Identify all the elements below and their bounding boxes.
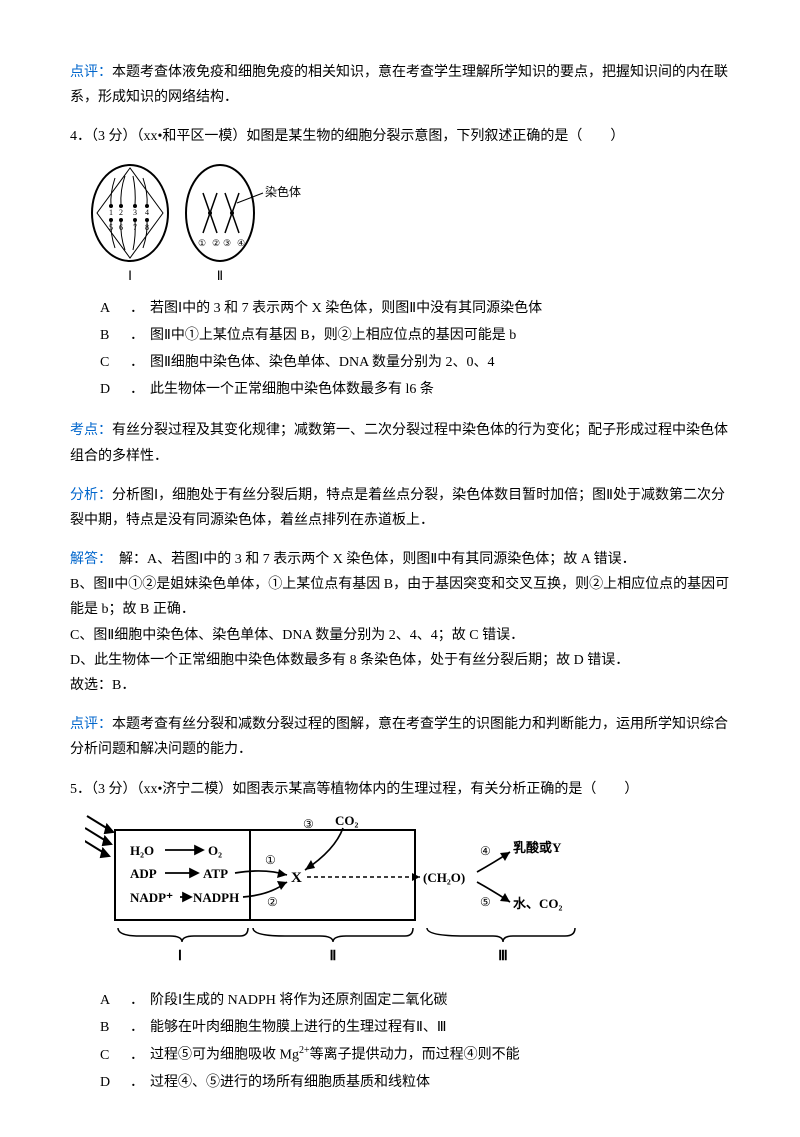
cell-division-svg: 1 2 3 4 5 6 7 8 Ⅰ ① ② ③ ④ 染色体 Ⅱ <box>85 158 325 288</box>
svg-text:NADP⁺: NADP⁺ <box>130 890 173 905</box>
svg-text:CO₂: CO₂ <box>335 813 359 828</box>
q5-opt-c: C．过程⑤可为细胞吸收 Mg2+等离子提供动力，而过程④则不能 <box>100 1042 730 1068</box>
svg-text:③: ③ <box>223 238 231 248</box>
svg-text:8: 8 <box>145 223 149 232</box>
svg-text:6: 6 <box>119 223 123 232</box>
physiology-svg: H₂O O₂ ADP ATP NADP⁺ NADPH CO₂ ③ ① ② X (… <box>85 810 585 980</box>
svg-text:NADPH: NADPH <box>193 890 239 905</box>
review-label: 点评： <box>70 65 112 80</box>
svg-text:染色体: 染色体 <box>265 184 301 199</box>
svg-text:Ⅰ: Ⅰ <box>178 949 182 964</box>
svg-text:3: 3 <box>133 208 137 217</box>
q4-answer: 解答： 解：A、若图Ⅰ中的 3 和 7 表示两个 X 染色体，则图Ⅱ中有其同源染… <box>70 547 730 698</box>
svg-text:水、CO₂: 水、CO₂ <box>513 896 563 911</box>
svg-text:②: ② <box>267 895 278 909</box>
q5-figure: H₂O O₂ ADP ATP NADP⁺ NADPH CO₂ ③ ① ② X (… <box>85 810 730 980</box>
svg-text:2: 2 <box>119 208 123 217</box>
q4-opt-c: C．图Ⅱ细胞中染色体、染色单体、DNA 数量分别为 2、0、4 <box>100 350 730 375</box>
svg-text:X: X <box>291 870 302 886</box>
svg-text:Ⅱ: Ⅱ <box>330 949 337 964</box>
svg-text:①: ① <box>198 238 206 248</box>
svg-text:5: 5 <box>109 223 113 232</box>
svg-text:④: ④ <box>480 844 491 858</box>
q4-options: A．若图Ⅰ中的 3 和 7 表示两个 X 染色体，则图Ⅱ中没有其同源染色体 B．… <box>100 296 730 403</box>
q4-point: 考点：有丝分裂过程及其变化规律；减数第一、二次分裂过程中染色体的行为变化；配子形… <box>70 418 730 468</box>
q5-heading: 5．（3 分）（xx•济宁二模）如图表示某高等植物体内的生理过程，有关分析正确的… <box>70 777 730 802</box>
svg-text:(CH₂O): (CH₂O) <box>423 870 465 885</box>
svg-text:Ⅱ: Ⅱ <box>217 268 223 283</box>
q4-heading: 4．（3 分）（xx•和平区一模）如图是某生物的细胞分裂示意图，下列叙述正确的是… <box>70 124 730 149</box>
svg-text:4: 4 <box>145 208 149 217</box>
svg-text:①: ① <box>265 853 276 867</box>
q5-options: A．阶段Ⅰ生成的 NADPH 将作为还原剂固定二氧化碳 B．能够在叶肉细胞生物膜… <box>100 988 730 1095</box>
svg-text:②: ② <box>212 238 220 248</box>
q5-opt-d: D．过程④、⑤进行的场所有细胞质基质和线粒体 <box>100 1070 730 1095</box>
svg-text:③: ③ <box>303 817 314 831</box>
svg-text:ATP: ATP <box>203 866 228 881</box>
svg-text:H₂O: H₂O <box>130 843 154 858</box>
svg-text:⑤: ⑤ <box>480 895 491 909</box>
review-block: 点评：本题考查体液免疫和细胞免疫的相关知识，意在考查学生理解所学知识的要点，把握… <box>70 60 730 110</box>
svg-text:ADP: ADP <box>130 866 157 881</box>
svg-text:Ⅲ: Ⅲ <box>498 949 508 964</box>
svg-text:7: 7 <box>133 223 137 232</box>
q4-opt-b: B．图Ⅱ中①上某位点有基因 B，则②上相应位点的基因可能是 b <box>100 323 730 348</box>
svg-text:1: 1 <box>109 208 113 217</box>
q4-opt-d: D．此生物体一个正常细胞中染色体数最多有 l6 条 <box>100 377 730 402</box>
q5-opt-a: A．阶段Ⅰ生成的 NADPH 将作为还原剂固定二氧化碳 <box>100 988 730 1013</box>
q4-opt-a: A．若图Ⅰ中的 3 和 7 表示两个 X 染色体，则图Ⅱ中没有其同源染色体 <box>100 296 730 321</box>
svg-text:Ⅰ: Ⅰ <box>128 268 132 283</box>
q4-figure: 1 2 3 4 5 6 7 8 Ⅰ ① ② ③ ④ 染色体 Ⅱ <box>85 158 730 288</box>
svg-text:乳酸或Y: 乳酸或Y <box>513 840 562 855</box>
svg-text:O₂: O₂ <box>208 843 222 858</box>
q5-opt-b: B．能够在叶肉细胞生物膜上进行的生理过程有Ⅱ、Ⅲ <box>100 1015 730 1040</box>
svg-text:④: ④ <box>237 238 245 248</box>
q4-review: 点评：本题考查有丝分裂和减数分裂过程的图解，意在考查学生的识图能力和判断能力，运… <box>70 712 730 762</box>
review-text: 本题考查体液免疫和细胞免疫的相关知识，意在考查学生理解所学知识的要点，把握知识间… <box>70 65 728 105</box>
q4-analysis: 分析：分析图Ⅰ，细胞处于有丝分裂后期，特点是着丝点分裂，染色体数目暂时加倍；图Ⅱ… <box>70 483 730 533</box>
